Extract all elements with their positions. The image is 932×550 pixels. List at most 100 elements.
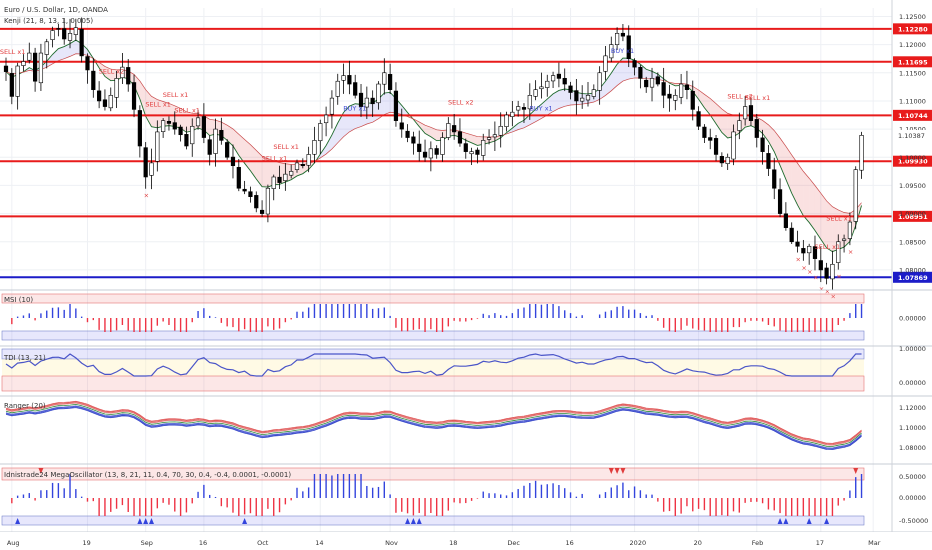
level-label: 1.10744 (898, 112, 928, 120)
candle (166, 120, 172, 124)
candle (708, 137, 713, 141)
candle (754, 119, 759, 138)
candle (259, 209, 265, 214)
mega-sell-arrow (853, 468, 859, 474)
cloud-segment (99, 62, 105, 77)
candle (248, 191, 253, 197)
level-tag (893, 271, 932, 283)
candle (225, 142, 230, 158)
candle (428, 148, 433, 159)
candle (533, 89, 538, 97)
candle (283, 173, 288, 181)
candle (434, 148, 439, 155)
cross-marker: × (836, 273, 841, 281)
cloud-segment (151, 96, 158, 128)
candle (713, 138, 719, 155)
cloud-segment (419, 121, 426, 134)
msi-label: MSI (10) (4, 296, 33, 304)
mega-sell-arrow (608, 468, 614, 474)
candle (556, 73, 561, 79)
ranger-band (5, 401, 862, 445)
mega-buy-arrow (405, 518, 411, 524)
mega-buy-arrow (824, 518, 830, 524)
candle (73, 27, 78, 35)
candle (644, 79, 649, 88)
cloud-segment (110, 69, 117, 81)
level-tag (893, 155, 932, 167)
candle (510, 111, 515, 117)
tdi-mid-band (2, 359, 864, 376)
cloud-segment (553, 90, 559, 112)
time-tick: 16 (199, 539, 207, 547)
mega-buy-arrow (416, 518, 422, 524)
signal-label: SELL x1 (163, 91, 189, 99)
candle (481, 140, 486, 156)
cloud-segment (343, 106, 350, 137)
candle (277, 176, 282, 183)
ranger-band (5, 406, 862, 450)
candle (236, 167, 241, 189)
candle (789, 227, 794, 243)
candle (469, 151, 474, 155)
candle (498, 125, 503, 136)
mega-buy-arrow (783, 518, 789, 524)
cloud-segment (163, 101, 169, 127)
signal-label: BUY x1 (611, 47, 634, 55)
candle (731, 131, 736, 160)
cloud-segment (832, 206, 839, 252)
price-tick: 1.08000 (899, 266, 926, 274)
candle (853, 169, 858, 222)
signal-label: SELL x1 (745, 94, 771, 102)
signal-label: SELL x2 (727, 93, 753, 101)
mega-tick: 0.00000 (899, 494, 926, 502)
cloud-segment (401, 105, 408, 117)
cloud-segment (710, 98, 717, 124)
candle (463, 143, 468, 152)
cloud-segment (646, 69, 653, 79)
candle (376, 83, 381, 104)
candle (312, 140, 317, 155)
candle (102, 99, 108, 107)
candle (777, 189, 783, 214)
candle (364, 97, 369, 108)
cloud-segment (523, 114, 530, 128)
candle (108, 95, 113, 109)
cloud-segment (238, 134, 245, 164)
current-price-label: 1.10387 (898, 132, 925, 140)
candle (457, 131, 463, 144)
candle (85, 56, 90, 71)
mega-upper-band (1, 467, 865, 481)
cloud-segment (814, 185, 821, 240)
time-tick: Dec (507, 539, 520, 547)
cloud-segment (471, 134, 478, 146)
cloud-segment (564, 89, 571, 107)
cloud-segment (139, 80, 146, 117)
candle (475, 149, 480, 155)
cloud-segment (244, 139, 251, 171)
cross-marker: × (825, 287, 830, 295)
candle (201, 116, 206, 138)
candle (178, 126, 183, 136)
cloud-segment (768, 124, 775, 152)
candle (417, 143, 422, 152)
msi-upper-band (1, 293, 865, 304)
ranger-tick: 1.10000 (899, 424, 926, 432)
candle (452, 125, 457, 133)
candle (626, 35, 631, 59)
cloud-segment (541, 99, 548, 119)
signal-label: SELL x1 (826, 214, 852, 222)
cloud-segment (384, 92, 391, 115)
mega-buy-arrow (806, 518, 812, 524)
candle (661, 82, 666, 96)
cloud-segment (64, 43, 71, 59)
candle (388, 74, 393, 90)
candle (219, 130, 224, 141)
level-label: 1.08951 (898, 213, 928, 221)
candle (516, 106, 521, 111)
signal-label: SELL x1 (262, 155, 288, 163)
mega-buy-arrow (777, 518, 783, 524)
candle (836, 241, 841, 263)
candle (818, 260, 823, 271)
